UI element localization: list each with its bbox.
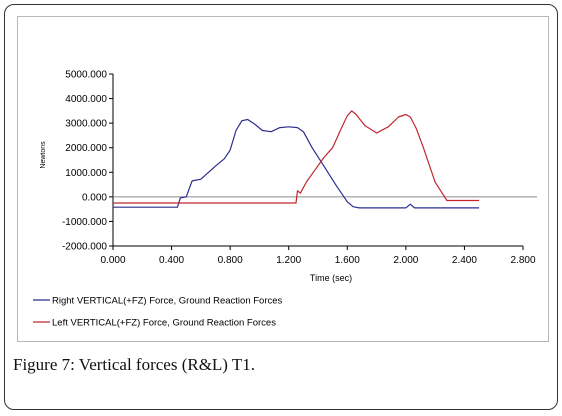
legend: Right VERTICAL(+FZ) Force, Ground Reacti…	[33, 296, 283, 329]
x-axis-title: Time (sec)	[310, 273, 352, 283]
x-tick-label: 1.200	[276, 255, 301, 266]
series-line-left	[113, 110, 480, 204]
x-tick-label: 0.800	[218, 255, 243, 266]
y-tick-label: 1000.000	[65, 168, 107, 179]
axes: 5000.000 4000.000 3000.000 2000.000 1000.000…	[40, 70, 537, 283]
y-tick-label: 0.000	[82, 192, 107, 203]
y-tick-label: 5000.000	[65, 70, 107, 81]
vertical-force-chart: 5000.000 4000.000 3000.000 2000.000 1000.000…	[33, 70, 537, 329]
y-tick-label: -2000.000	[62, 242, 107, 253]
caption-label: Figure 7:	[13, 355, 75, 374]
legend-label-right: Right VERTICAL(+FZ) Force, Ground Reacti…	[52, 296, 283, 307]
x-tick-label: 0.400	[159, 255, 184, 266]
x-tick-label: 2.400	[452, 255, 477, 266]
y-tick-label: -1000.000	[62, 217, 107, 228]
y-axis-title: Newtons	[40, 141, 47, 169]
y-tick-label: 2000.000	[65, 143, 107, 154]
y-tick-label: 3000.000	[65, 119, 107, 130]
chart-panel	[17, 16, 549, 342]
series-line-right	[113, 118, 480, 209]
y-tick-label: 4000.000	[65, 94, 107, 105]
x-tick-label: 2.000	[393, 255, 418, 266]
series-layer	[113, 110, 480, 209]
caption-text: Vertical forces (R&L) T1.	[74, 355, 256, 374]
x-tick-label: 2.800	[510, 255, 535, 266]
legend-label-left: Left VERTICAL(+FZ) Force, Ground Reactio…	[52, 318, 276, 329]
x-tick-label: 1.600	[335, 255, 360, 266]
x-tick-label: 0.000	[100, 255, 125, 266]
figure-caption: Figure 7: Vertical forces (R&L) T1.	[13, 355, 255, 375]
